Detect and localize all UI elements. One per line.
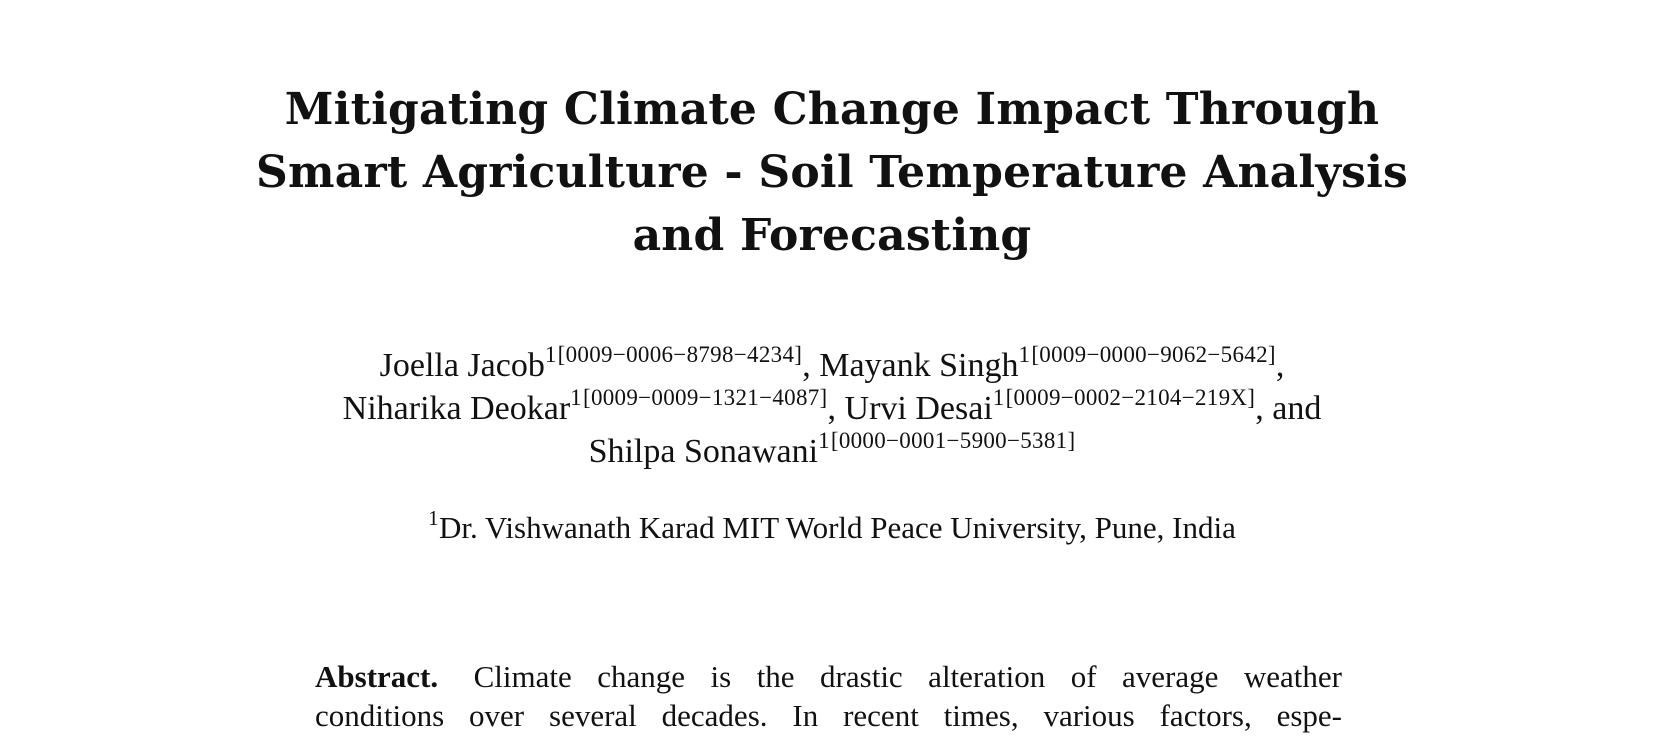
- abstract-text: Climate change is the drastic alteration…: [473, 659, 1342, 694]
- author-name: Shilpa Sonawani: [588, 433, 819, 470]
- author-name: Urvi Desai: [844, 390, 993, 427]
- abstract-heading: Abstract.: [315, 659, 439, 694]
- author-line: Joella Jacob1[0009−0006−8798−4234], Maya…: [0, 342, 1664, 387]
- affiliation-marker: 1: [992, 385, 1005, 410]
- author-name: Mayank Singh: [819, 347, 1019, 384]
- author-list: Joella Jacob1[0009−0006−8798−4234], Maya…: [0, 342, 1664, 473]
- paper-title: Mitigating Climate Change Impact Through…: [0, 78, 1664, 267]
- author-superscript: 1[0009−0009−1321−4087]: [570, 385, 827, 410]
- orcid-id: [0000−0001−5900−5381]: [830, 428, 1076, 453]
- orcid-id: [0009−0006−8798−4234]: [557, 342, 803, 367]
- affiliation-marker: 1: [570, 385, 582, 410]
- author-separator: ,: [802, 347, 811, 384]
- author-separator: , and: [1255, 390, 1322, 427]
- orcid-id: [0009−0002−2104−219X]: [1005, 385, 1256, 410]
- affiliation-marker: 1: [1018, 342, 1031, 367]
- title-line: Smart Agriculture - Soil Temperature Ana…: [256, 147, 1408, 198]
- abstract-line: Abstract. Climate change is the drastic …: [315, 657, 1342, 696]
- author-name: Niharika Deokar: [342, 390, 571, 427]
- affiliation-marker: 1: [818, 428, 830, 453]
- title-line: and Forecasting: [632, 210, 1032, 261]
- affiliation-marker: 1: [428, 506, 439, 530]
- abstract: Abstract. Climate change is the drastic …: [315, 657, 1342, 735]
- orcid-id: [0009−0000−9062−5642]: [1031, 342, 1276, 367]
- affiliation-marker: 1: [544, 342, 557, 367]
- author-superscript: 1[0009−0002−2104−219X]: [993, 385, 1255, 410]
- author-line: Shilpa Sonawani1[0000−0001−5900−5381]: [0, 428, 1664, 473]
- author-separator: ,: [827, 390, 837, 427]
- author-separator: ,: [1275, 347, 1285, 384]
- author-superscript: 1[0009−0000−9062−5642]: [1019, 342, 1276, 367]
- affiliation: 1Dr. Vishwanath Karad MIT World Peace Un…: [0, 508, 1664, 548]
- author-name: Joella Jacob: [379, 347, 545, 384]
- title-line: Mitigating Climate Change Impact Through: [284, 84, 1380, 135]
- author-superscript: 1[0009−0006−8798−4234]: [545, 342, 802, 367]
- abstract-line: conditions over several decades. In rece…: [315, 698, 1342, 733]
- author-superscript: 1[0000−0001−5900−5381]: [818, 428, 1075, 453]
- orcid-id: [0009−0009−1321−4087]: [582, 385, 828, 410]
- author-line: Niharika Deokar1[0009−0009−1321−4087], U…: [0, 385, 1664, 430]
- affiliation-text: Dr. Vishwanath Karad MIT World Peace Uni…: [438, 510, 1236, 545]
